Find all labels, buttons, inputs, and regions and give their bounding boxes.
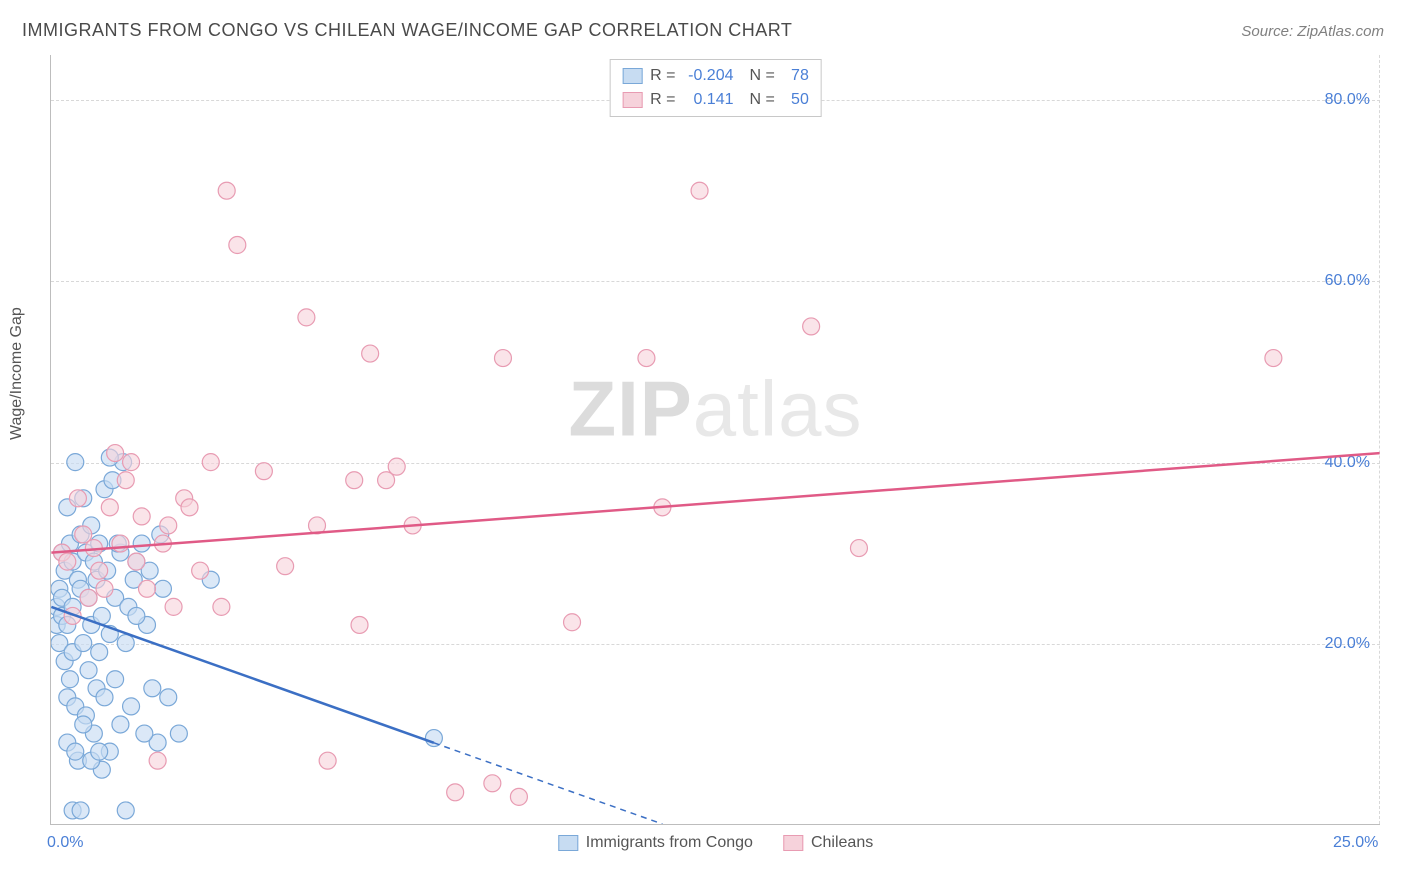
data-point — [170, 725, 187, 742]
data-point — [850, 540, 867, 557]
data-point — [160, 517, 177, 534]
scatter-plot-svg — [51, 55, 1380, 824]
data-point — [101, 499, 118, 516]
data-point — [218, 182, 235, 199]
data-point — [112, 535, 129, 552]
legend-item-congo: Immigrants from Congo — [558, 834, 753, 852]
data-point — [67, 454, 84, 471]
data-point — [277, 558, 294, 575]
swatch-congo — [622, 68, 642, 84]
data-point — [139, 580, 156, 597]
chart-title: IMMIGRANTS FROM CONGO VS CHILEAN WAGE/IN… — [22, 20, 792, 41]
swatch-chileans — [622, 92, 642, 108]
chart-plot-area: 20.0%40.0%60.0%80.0% ZIPatlas R = -0.204… — [50, 55, 1380, 825]
legend-correlation-box: R = -0.204 N = 78 R = 0.141 N = 50 — [609, 59, 822, 117]
legend-series-box: Immigrants from Congo Chileans — [558, 834, 873, 852]
legend-row-congo: R = -0.204 N = 78 — [622, 64, 809, 88]
data-point — [123, 698, 140, 715]
data-point — [91, 562, 108, 579]
data-point — [107, 445, 124, 462]
data-point — [75, 716, 92, 733]
data-point — [165, 598, 182, 615]
data-point — [192, 562, 209, 579]
data-point — [128, 553, 145, 570]
data-point — [255, 463, 272, 480]
data-point — [96, 689, 113, 706]
data-point — [117, 802, 134, 819]
data-point — [638, 350, 655, 367]
data-point — [447, 784, 464, 801]
data-point — [346, 472, 363, 489]
y-axis-label: Wage/Income Gap — [8, 307, 26, 440]
data-point — [80, 662, 97, 679]
data-point — [117, 635, 134, 652]
data-point — [123, 454, 140, 471]
data-point — [128, 607, 145, 624]
data-point — [136, 725, 153, 742]
data-point — [425, 730, 442, 747]
data-point — [181, 499, 198, 516]
swatch-chileans-icon — [783, 835, 803, 851]
data-point — [133, 508, 150, 525]
data-point — [213, 598, 230, 615]
swatch-congo-icon — [558, 835, 578, 851]
trend-line-dashed — [434, 743, 662, 824]
data-point — [75, 635, 92, 652]
trend-line — [51, 453, 1379, 553]
data-point — [69, 490, 86, 507]
data-point — [160, 689, 177, 706]
data-point — [691, 182, 708, 199]
data-point — [59, 553, 76, 570]
data-point — [91, 644, 108, 661]
data-point — [67, 743, 84, 760]
x-tick-label: 0.0% — [47, 834, 83, 852]
data-point — [319, 752, 336, 769]
data-point — [72, 802, 89, 819]
data-point — [80, 589, 97, 606]
data-point — [202, 454, 219, 471]
legend-row-chileans: R = 0.141 N = 50 — [622, 88, 809, 112]
data-point — [154, 580, 171, 597]
data-point — [107, 671, 124, 688]
data-point — [484, 775, 501, 792]
data-point — [96, 580, 113, 597]
x-tick-label: 25.0% — [1333, 834, 1378, 852]
data-point — [117, 472, 134, 489]
data-point — [61, 671, 78, 688]
data-point — [388, 458, 405, 475]
data-point — [803, 318, 820, 335]
data-point — [494, 350, 511, 367]
data-point — [351, 616, 368, 633]
data-point — [298, 309, 315, 326]
data-point — [362, 345, 379, 362]
data-point — [229, 236, 246, 253]
source-credit: Source: ZipAtlas.com — [1241, 23, 1384, 40]
data-point — [91, 743, 108, 760]
data-point — [133, 535, 150, 552]
data-point — [564, 614, 581, 631]
data-point — [149, 752, 166, 769]
data-point — [510, 788, 527, 805]
data-point — [1265, 350, 1282, 367]
data-point — [112, 716, 129, 733]
data-point — [144, 680, 161, 697]
legend-item-chileans: Chileans — [783, 834, 873, 852]
